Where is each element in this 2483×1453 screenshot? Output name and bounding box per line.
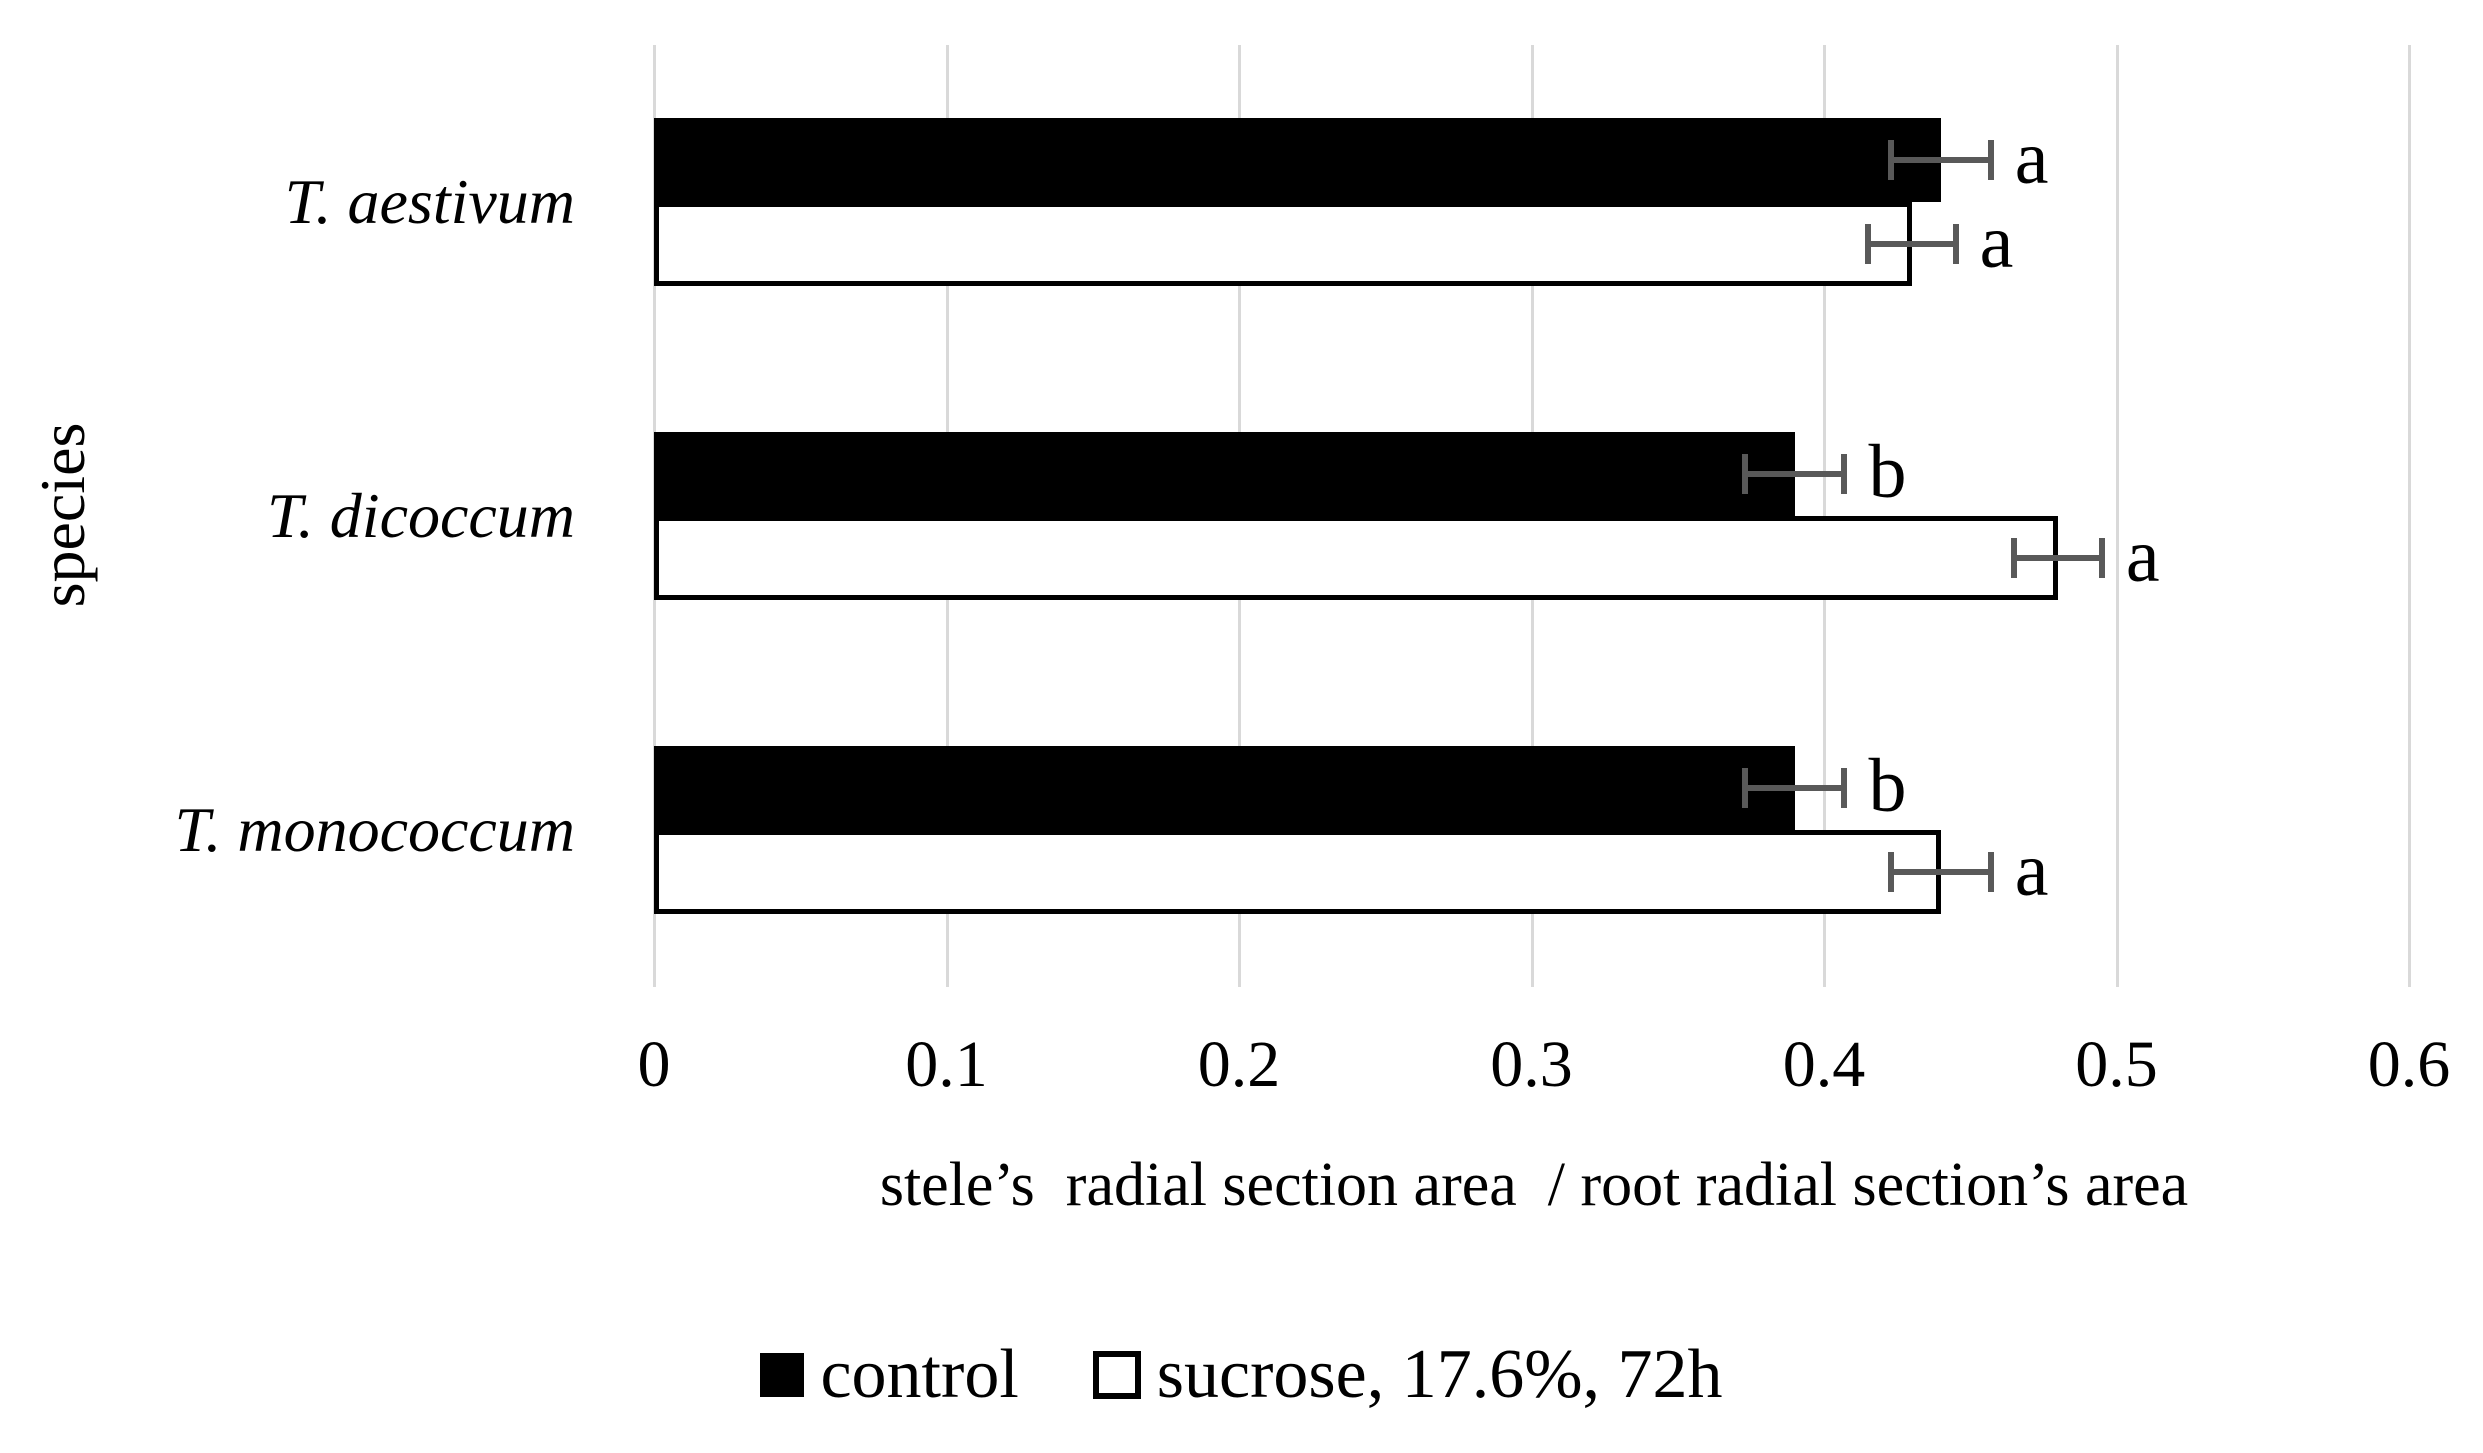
error-bar-cap-right (1841, 454, 1848, 494)
error-bar-cap-right (1841, 768, 1848, 808)
error-bar-cap-left (1742, 454, 1749, 494)
error-bar-cap-right (2098, 538, 2105, 578)
legend: control sucrose, 17.6%, 72h (0, 1335, 2483, 1415)
x-tick-label: 0.2 (1197, 1028, 1281, 1101)
category-label: T. aestivum (284, 166, 575, 237)
error-bar-cap-left (1864, 224, 1871, 264)
bar-sucrose (654, 830, 1941, 914)
significance-letter: b (1868, 744, 1907, 828)
legend-item-sucrose: sucrose, 17.6%, 72h (1092, 1335, 1723, 1415)
sucrose-swatch-icon (1092, 1351, 1141, 1399)
error-bar-line (1891, 869, 1991, 875)
significance-letter: a (2014, 828, 2049, 912)
x-tick-label: 0.1 (905, 1028, 988, 1101)
x-tick-label: 0.3 (1490, 1028, 1573, 1101)
error-bar-cap-left (1888, 140, 1895, 180)
gridline (2115, 45, 2119, 987)
y-axis-title: species (27, 422, 98, 608)
error-bar-cap-left (1888, 852, 1895, 892)
bar-control (654, 746, 1795, 830)
control-swatch-icon (760, 1353, 805, 1397)
significance-letter: b (1868, 430, 1907, 514)
bar-control (654, 118, 1941, 202)
x-tick-label: 0.4 (1782, 1028, 1866, 1101)
significance-letter: a (1979, 200, 2014, 284)
significance-letter: a (2014, 116, 2049, 200)
legend-label-control: control (820, 1336, 1019, 1413)
error-bar-line (1891, 157, 1991, 163)
error-bar-line (1745, 471, 1845, 477)
x-tick-label: 0.5 (2075, 1028, 2158, 1101)
error-bar-cap-left (2011, 538, 2018, 578)
category-label: T. monococcum (174, 794, 576, 865)
legend-item-control: control (760, 1335, 1019, 1415)
x-tick-label: 0.6 (2367, 1028, 2451, 1101)
error-bar-line (1745, 785, 1845, 791)
category-label: T. dicoccum (266, 480, 575, 551)
x-tick-label: 0 (637, 1028, 671, 1101)
error-bar-cap-right (1987, 140, 1994, 180)
bar-sucrose (654, 202, 1912, 286)
error-bar-line (1867, 241, 1956, 247)
error-bar-cap-left (1742, 768, 1749, 808)
error-bar-cap-right (1952, 224, 1959, 264)
legend-label-sucrose: sucrose, 17.6%, 72h (1156, 1336, 1723, 1413)
error-bar-cap-right (1987, 852, 1994, 892)
bar-sucrose (654, 516, 2058, 600)
x-axis-title: stele’s radial section area / root radia… (879, 1151, 2189, 1219)
significance-letter: a (2125, 514, 2160, 598)
gridline (2408, 45, 2411, 987)
error-bar-line (2014, 555, 2102, 561)
bar-control (654, 432, 1795, 516)
